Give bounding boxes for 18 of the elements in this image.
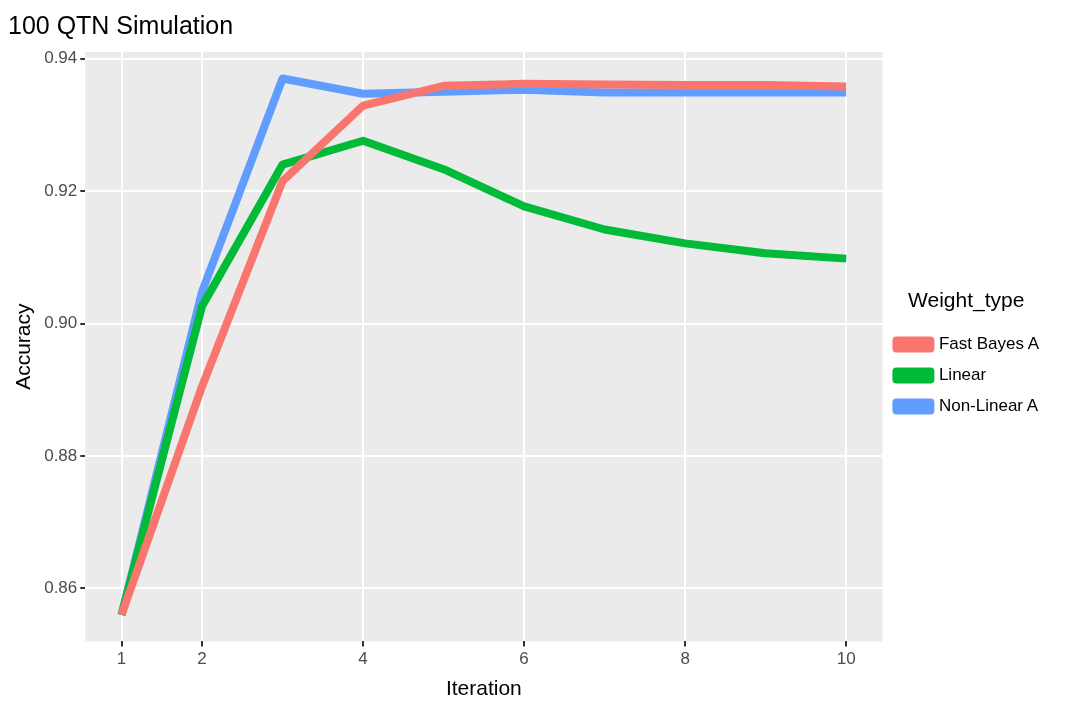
x-tick-label: 8 [680, 649, 690, 669]
x-tick-label: 6 [519, 649, 529, 669]
legend-label: Fast Bayes A [938, 334, 1040, 354]
chart-title: 100 QTN Simulation [8, 10, 234, 39]
x-tick-label: 4 [358, 649, 368, 669]
y-tick-label: 0.86 [44, 578, 78, 598]
legend-label: Non-Linear A [938, 396, 1039, 416]
y-tick-label: 0.88 [44, 445, 78, 465]
x-tick-label: 10 [836, 649, 856, 669]
y-tick-label: 0.94 [44, 48, 78, 68]
x-tick-label: 1 [116, 649, 127, 669]
x-axis-title: Iteration [445, 676, 522, 700]
legend-label: Linear [938, 365, 987, 385]
legend-title: Weight_type [908, 288, 1025, 313]
y-tick-label: 0.90 [44, 313, 78, 333]
x-tick-label: 2 [197, 649, 207, 669]
y-axis-title: Accuracy [11, 303, 35, 390]
y-tick-label: 0.92 [44, 180, 78, 200]
